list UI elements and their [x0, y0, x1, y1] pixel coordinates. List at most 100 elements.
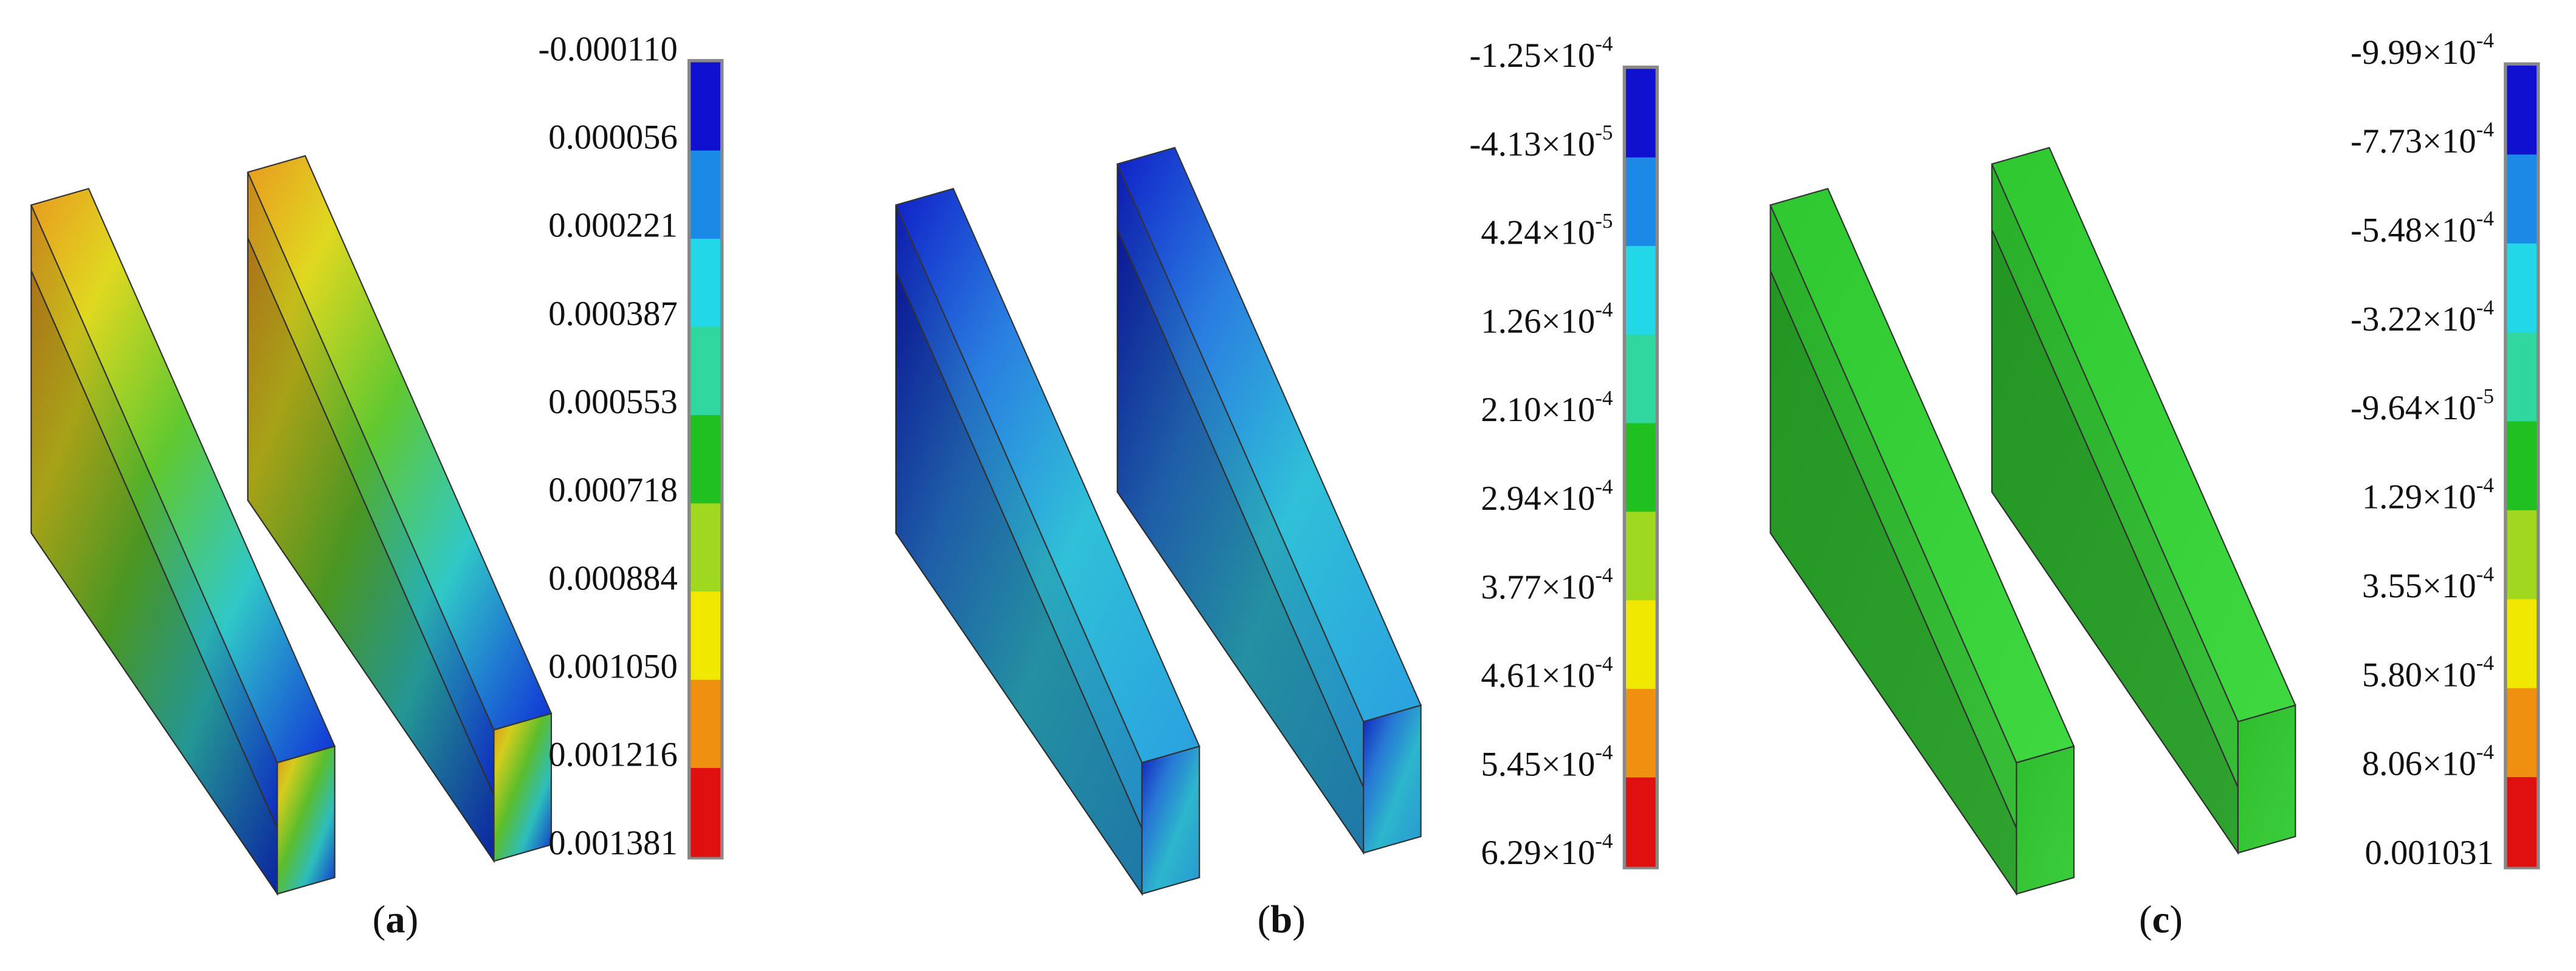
label-exponent: -5 [2476, 385, 2494, 408]
colorbar-band [690, 415, 721, 504]
colorbar-band [1626, 688, 1656, 778]
colorbar-band [690, 62, 721, 152]
label-base: 2.94×10 [1481, 479, 1595, 518]
colorbar-band [1626, 777, 1656, 867]
legend-label: 3.77×10-4 [1481, 563, 1613, 606]
legend-label: -0.000110 [539, 30, 678, 68]
legend-label: 0.000553 [548, 383, 678, 421]
label-base: 3.55×10 [2362, 567, 2476, 605]
label-base: 5.80×10 [2362, 656, 2476, 694]
label-exponent: -4 [1595, 298, 1613, 321]
label-exponent: -4 [2476, 562, 2494, 586]
legend-label: 4.24×10-5 [1481, 209, 1613, 252]
label-base: 1.26×10 [1481, 302, 1595, 340]
label-base: -7.73×10 [2350, 122, 2476, 160]
label-base: 3.77×10 [1481, 568, 1595, 606]
colorbar-band [2507, 688, 2537, 778]
label-base: 2.10×10 [1481, 391, 1595, 429]
legend-label: -1.25×10-4 [1470, 32, 1613, 75]
colorbar-band [1626, 69, 1656, 159]
colorbar-band [2507, 243, 2537, 334]
legend-label: 0.001381 [548, 824, 678, 862]
legend: -9.99×10-4-7.73×10-4-5.48×10-4-3.22×10-4… [2350, 29, 2540, 872]
legend-label: 2.10×10-4 [1481, 386, 1613, 430]
label-exponent: -5 [1595, 209, 1613, 233]
label-exponent: -4 [1595, 652, 1613, 676]
label-base: -9.64×10 [2350, 389, 2476, 427]
caption-part: c [2152, 898, 2170, 942]
colorbar-band [1626, 157, 1656, 247]
legend-label: 4.61×10-4 [1481, 652, 1613, 695]
label-exponent: -4 [2476, 207, 2494, 230]
legend-label: -5.48×10-4 [2350, 207, 2494, 250]
legend-label: 8.06×10-4 [2362, 740, 2494, 783]
colorbar-band [2507, 599, 2537, 689]
legend-label: -9.64×10-5 [2350, 385, 2494, 428]
label-base: -3.22×10 [2350, 300, 2476, 338]
colorbar-band [1626, 245, 1656, 336]
label-base: -4.13×10 [1470, 125, 1596, 163]
legend-label: -7.73×10-4 [2350, 118, 2494, 161]
label-exponent: -4 [2476, 651, 2494, 675]
legend-label: 2.94×10-4 [1481, 475, 1613, 518]
label-base: 6.29×10 [1481, 834, 1595, 872]
legend-label: 0.000056 [548, 118, 678, 157]
colorbar-band [690, 767, 721, 857]
panel-caption: (b) [1258, 898, 1306, 942]
legend-label: 5.45×10-4 [1481, 741, 1613, 784]
caption-part: ( [373, 898, 386, 942]
legend-label: -9.99×10-4 [2350, 29, 2494, 72]
label-exponent: -4 [1595, 829, 1613, 853]
legend-label: 0.000884 [548, 559, 678, 597]
legend: -1.25×10-4-4.13×10-54.24×10-51.26×10-42.… [1470, 32, 1659, 872]
legend-label: 3.55×10-4 [2362, 562, 2494, 605]
panel-b-model [895, 146, 1422, 895]
panel-caption: (c) [2139, 898, 2183, 942]
caption-part: ) [2169, 898, 2183, 942]
colorbar-band [690, 503, 721, 592]
colorbar-band [2507, 65, 2537, 156]
panel-a-model [30, 155, 553, 895]
colorbar-band [1626, 334, 1656, 424]
legend-label: 1.26×10-4 [1481, 298, 1613, 341]
label-exponent: -4 [1595, 741, 1613, 764]
colorbar-band [690, 150, 721, 240]
label-exponent: -4 [1595, 32, 1613, 56]
legend-label: -3.22×10-4 [2350, 295, 2494, 338]
label-base: 4.61×10 [1481, 657, 1595, 695]
legend-label: 0.000718 [548, 471, 678, 509]
legend-label: 0.001216 [548, 736, 678, 774]
legend-label: 0.001050 [548, 648, 678, 686]
colorbar-band [2507, 154, 2537, 245]
label-exponent: -4 [1595, 563, 1613, 587]
colorbar-band [1626, 512, 1656, 602]
colorbar-band [690, 327, 721, 416]
label-base: 5.45×10 [1481, 745, 1595, 783]
colorbar-band [1626, 600, 1656, 690]
panel-caption: (a) [373, 898, 419, 942]
label-base: -9.99×10 [2350, 33, 2476, 72]
label-exponent: -4 [2476, 473, 2494, 497]
label-exponent: -4 [2476, 29, 2494, 52]
legend-label: 1.29×10-4 [2362, 473, 2494, 516]
panel-c-model [1769, 146, 2296, 895]
colorbar-band [2507, 777, 2537, 867]
label-base: 8.06×10 [2362, 745, 2476, 783]
colorbar-band [690, 238, 721, 328]
legend-label: -4.13×10-5 [1470, 120, 1613, 163]
legend-label: 6.29×10-4 [1481, 829, 1613, 872]
colorbar-band [690, 591, 721, 681]
caption-part: ( [2139, 898, 2152, 942]
colorbar-band [1626, 423, 1656, 513]
label-exponent: -5 [1595, 120, 1613, 144]
label-base: 1.29×10 [2362, 478, 2476, 516]
legend-label: 0.001031 [2364, 834, 2494, 872]
label-exponent: -4 [1595, 386, 1613, 410]
caption-part: ) [1292, 898, 1306, 942]
legend-label: 0.000387 [548, 295, 678, 333]
label-base: -5.48×10 [2350, 211, 2476, 250]
legend-label: 0.000221 [548, 207, 678, 245]
colorbar-band [2507, 332, 2537, 422]
label-exponent: -4 [2476, 295, 2494, 319]
